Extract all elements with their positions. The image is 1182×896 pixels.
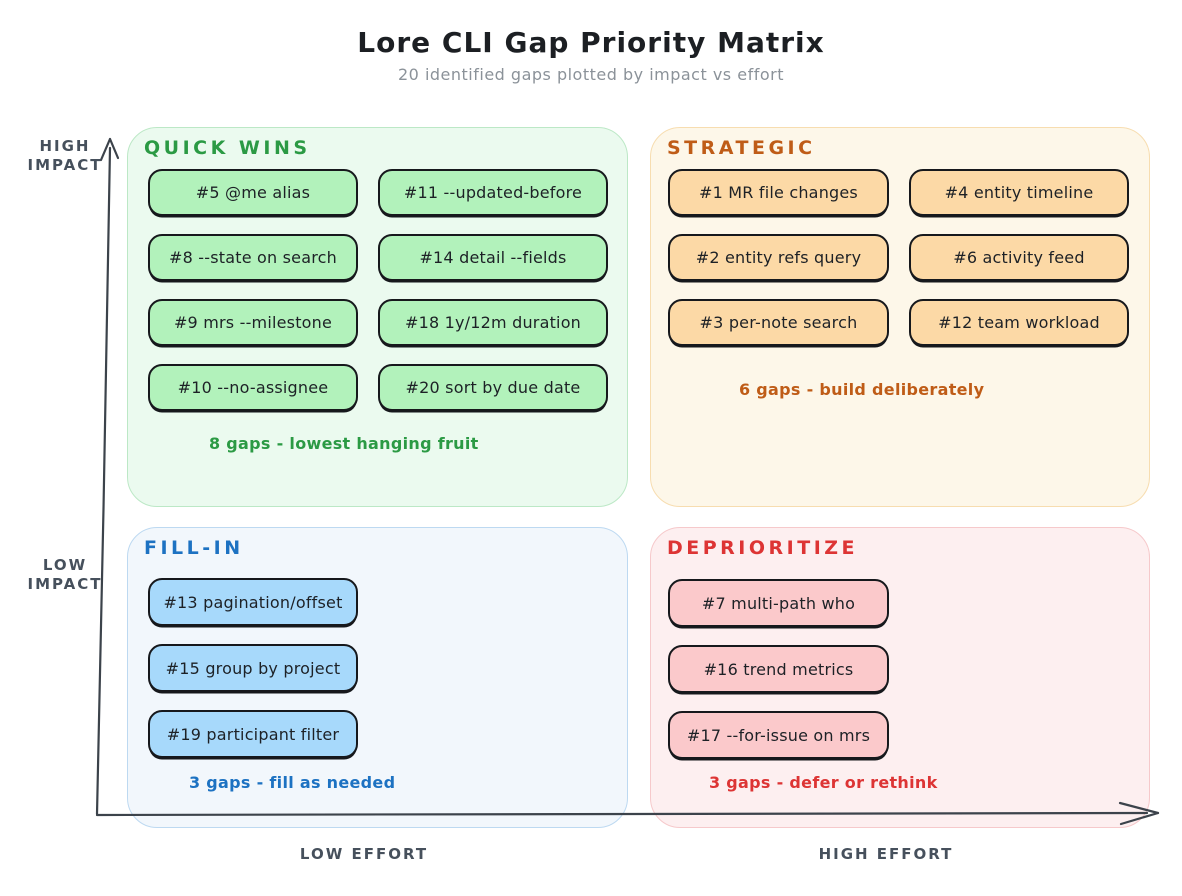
gap-pill: #1 MR file changes — [668, 169, 889, 216]
title-block: Lore CLI Gap Priority Matrix 20 identifi… — [0, 26, 1182, 84]
quadrant-strategic: STRATEGIC #1 MR file changes #4 entity t… — [650, 127, 1150, 507]
gap-pill: #10 --no-assignee — [148, 364, 358, 411]
quadrant-fill-in-caption: 3 gaps - fill as needed — [189, 773, 396, 792]
quadrant-quick-wins: QUICK WINS #5 @me alias #11 --updated-be… — [127, 127, 628, 507]
page-subtitle: 20 identified gaps plotted by impact vs … — [398, 65, 784, 84]
quadrant-fill-in: FILL-IN #13 pagination/offset #15 group … — [127, 527, 628, 828]
quadrant-deprioritize: DEPRIORITIZE #7 multi-path who #16 trend… — [650, 527, 1150, 828]
gap-pill: #18 1y/12m duration — [378, 299, 608, 346]
quadrant-deprioritize-caption: 3 gaps - defer or rethink — [709, 773, 938, 792]
quadrant-strategic-label: STRATEGIC — [667, 137, 816, 159]
gap-pill: #5 @me alias — [148, 169, 358, 216]
x-axis-high-label: HIGH EFFORT — [818, 845, 954, 863]
gap-pill: #15 group by project — [148, 644, 358, 692]
y-axis-line — [95, 146, 112, 816]
quadrant-deprioritize-label: DEPRIORITIZE — [667, 537, 859, 559]
y-axis-arrowhead-icon — [108, 137, 120, 160]
deprioritize-pill-grid: #7 multi-path who #16 trend metrics #17 … — [668, 579, 889, 759]
quadrant-strategic-caption: 6 gaps - build deliberately — [739, 380, 985, 399]
gap-pill: #9 mrs --milestone — [148, 299, 358, 346]
quadrant-quick-wins-caption: 8 gaps - lowest hanging fruit — [209, 434, 479, 453]
gap-pill: #13 pagination/offset — [148, 578, 358, 626]
gap-pill: #16 trend metrics — [668, 645, 889, 693]
page-title: Lore CLI Gap Priority Matrix — [357, 26, 825, 59]
quadrant-fill-in-label: FILL-IN — [144, 537, 244, 559]
strategic-pill-grid: #1 MR file changes #4 entity timeline #2… — [668, 169, 1129, 346]
fill-in-pill-grid: #13 pagination/offset #15 group by proje… — [148, 578, 358, 758]
gap-pill: #8 --state on search — [148, 234, 358, 281]
y-axis-low-label: LOW IMPACT — [27, 556, 103, 593]
x-axis-low-label: LOW EFFORT — [299, 845, 429, 863]
quick-wins-pill-grid: #5 @me alias #11 --updated-before #8 --s… — [148, 169, 608, 411]
gap-pill: #12 team workload — [909, 299, 1129, 346]
gap-pill: #7 multi-path who — [668, 579, 889, 627]
gap-pill: #17 --for-issue on mrs — [668, 711, 889, 759]
gap-pill: #20 sort by due date — [378, 364, 608, 411]
gap-pill: #14 detail --fields — [378, 234, 608, 281]
y-axis-high-label: HIGH IMPACT — [27, 137, 103, 174]
gap-pill: #2 entity refs query — [668, 234, 889, 281]
gap-pill: #4 entity timeline — [909, 169, 1129, 216]
gap-pill: #11 --updated-before — [378, 169, 608, 216]
gap-pill: #19 participant filter — [148, 710, 358, 758]
quadrant-quick-wins-label: QUICK WINS — [144, 137, 311, 159]
gap-pill: #6 activity feed — [909, 234, 1129, 281]
gap-pill: #3 per-note search — [668, 299, 889, 346]
